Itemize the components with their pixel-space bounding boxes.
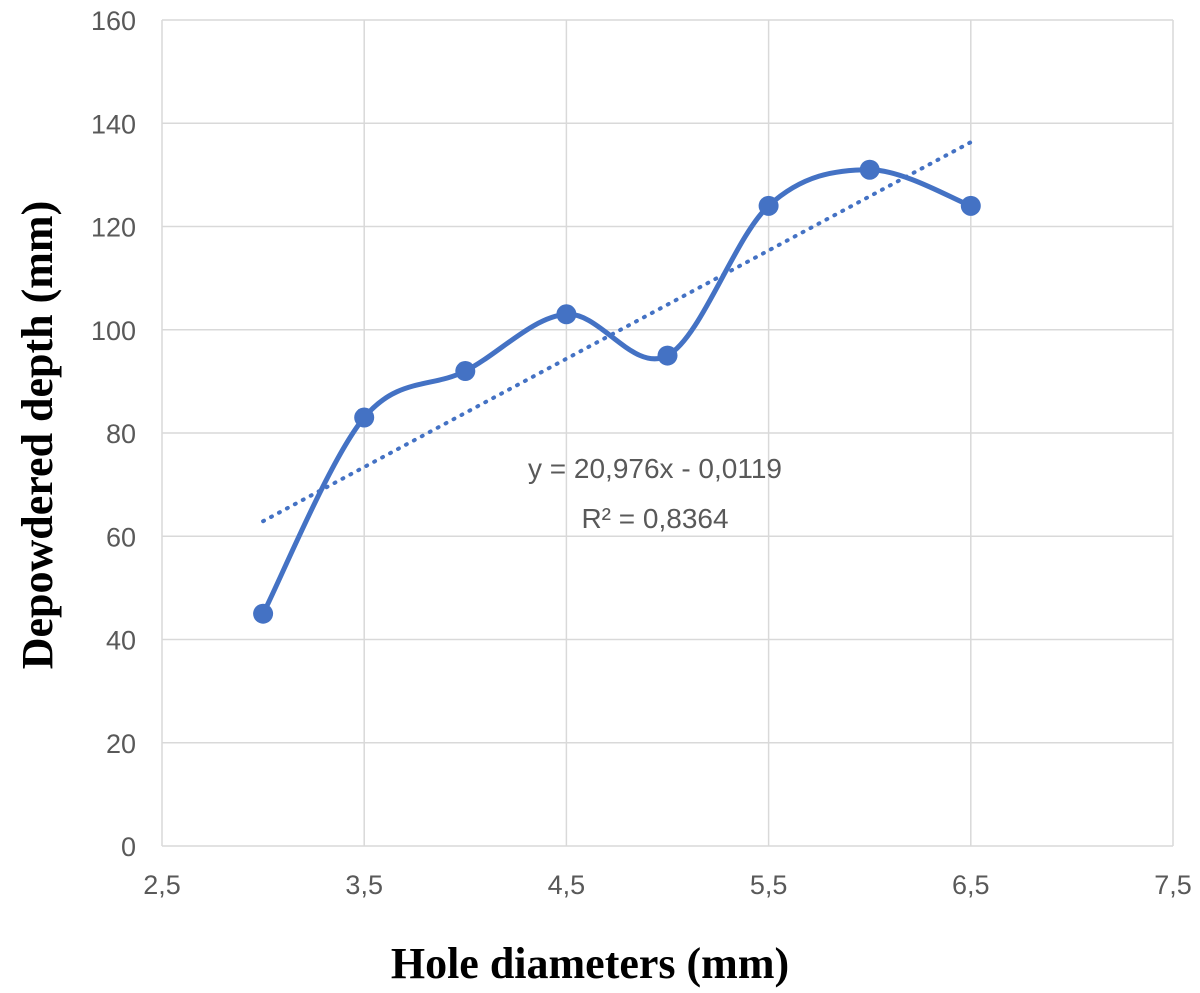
data-point — [859, 159, 880, 180]
data-point — [455, 361, 476, 382]
x-tick-label: 2,5 — [143, 870, 181, 900]
data-point — [657, 345, 678, 366]
data-point — [253, 603, 274, 624]
x-axis-title: Hole diameters (mm) — [391, 939, 789, 988]
y-tick-label: 80 — [106, 419, 136, 449]
trendline-equation: y = 20,976x - 0,0119 — [528, 453, 782, 484]
x-tick-labels: 2,5 3,5 4,5 5,5 6,5 7,5 — [143, 870, 1192, 900]
data-point — [354, 407, 375, 428]
y-axis-title: Depowdered depth (mm) — [13, 201, 62, 670]
y-tick-label: 100 — [91, 316, 136, 346]
data-point — [556, 304, 577, 325]
y-tick-label: 40 — [106, 626, 136, 656]
data-point — [960, 195, 981, 216]
x-tick-label: 5,5 — [750, 870, 788, 900]
y-tick-label: 0 — [121, 832, 136, 862]
grid-lines — [161, 19, 1174, 847]
series-line — [260, 167, 974, 617]
trendline — [261, 140, 973, 524]
data-points — [253, 159, 981, 624]
x-tick-label: 7,5 — [1154, 870, 1192, 900]
y-tick-label: 20 — [106, 729, 136, 759]
data-point — [758, 195, 779, 216]
y-tick-label: 160 — [91, 6, 136, 36]
trendline-r-squared: R² = 0,8364 — [581, 503, 728, 534]
x-tick-label: 3,5 — [345, 870, 383, 900]
x-tick-label: 6,5 — [952, 870, 990, 900]
x-tick-label: 4,5 — [548, 870, 586, 900]
y-tick-label: 120 — [91, 213, 136, 243]
y-tick-label: 140 — [91, 109, 136, 139]
y-tick-labels: 0 20 40 60 80 100 120 140 160 — [91, 6, 136, 862]
y-tick-label: 60 — [106, 522, 136, 552]
